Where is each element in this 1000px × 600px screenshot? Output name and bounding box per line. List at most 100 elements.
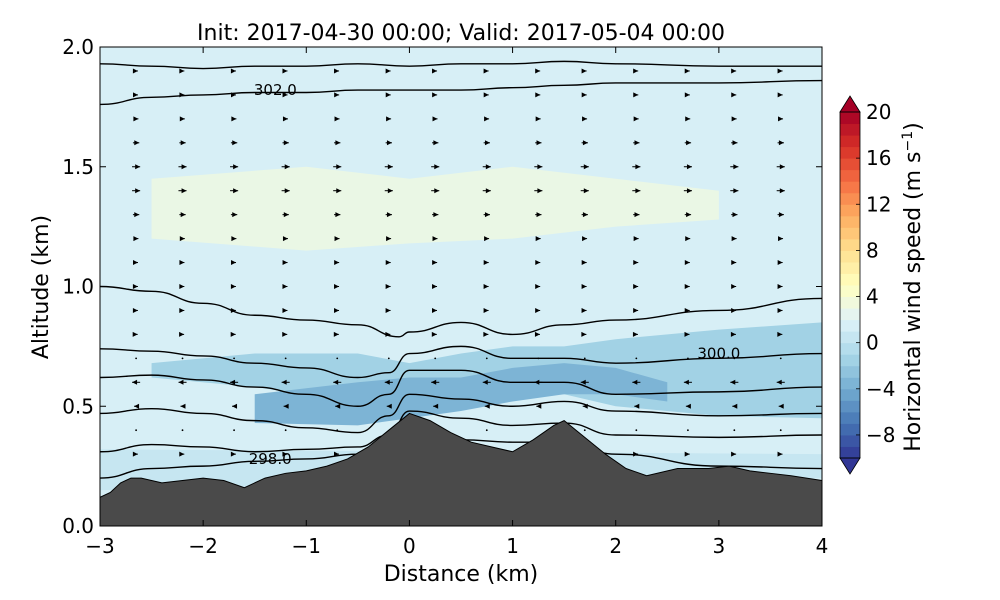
wind-arrow [582,403,588,409]
wind-arrow [633,307,639,313]
wind-arrow [485,429,488,432]
wind-arrow [484,116,490,122]
colorbar-label-close: ) [901,122,926,131]
wind-arrow [282,236,288,242]
wind-arrow [179,331,185,337]
wind-arrow [179,68,185,74]
wind-arrow [282,140,289,146]
wind-arrow [179,236,185,242]
colorbar-segment [840,446,860,459]
wind-arrow [230,379,239,385]
wind-arrow [179,284,185,289]
wind-arrow [777,451,783,457]
x-axis-label: Distance (km) [384,562,539,587]
y-tick-label: 1.0 [62,275,94,299]
wind-arrow [536,403,542,409]
wind-arrow [684,331,690,337]
colorbar-segment [840,331,860,344]
wind-arrow [282,92,288,98]
wind-arrow [581,284,587,289]
wind-arrow [776,164,785,170]
wind-arrow [535,260,541,266]
wind-arrow [133,260,139,266]
colorbar-tick-label: 8 [866,238,879,262]
contour-label: 302.0 [254,81,297,99]
colorbar-segment [840,169,860,182]
wind-arrow [633,260,639,266]
plot-area: 302.0 300.0 298.0 [100,47,822,526]
wind-arrow [684,212,692,218]
wind-arrow [684,92,690,98]
wind-arrow [732,403,738,409]
wind-arrow [777,307,783,313]
wind-arrow [685,116,691,122]
colorbar-segment [840,342,860,355]
wind-arrow [731,307,737,313]
wind-arrow [535,140,542,146]
wind-arrow [583,429,586,432]
colorbar-segment [840,388,860,401]
x-tick-label: −3 [85,534,114,558]
colorbar-segment [840,285,860,298]
wind-arrow [281,379,290,385]
wind-arrow [282,331,288,337]
wind-arrow [230,68,236,74]
x-tick-label: 4 [816,534,829,558]
terrain [100,412,822,526]
y-axis: 0.0 0.5 1.0 1.5 2.0 [62,35,822,538]
wind-arrow [730,331,736,337]
wind-arrow [230,188,239,194]
contour-label: 298.0 [249,450,292,468]
isentrope-line [100,60,822,70]
wind-speed-region [151,166,719,251]
colorbar-segment [840,365,860,378]
wind-arrow [633,140,640,146]
colorbar-segment [840,181,860,194]
wind-arrow [230,451,236,457]
wind-arrow [432,116,438,122]
colorbar-segment [840,411,860,424]
colorbar-segment [840,238,860,251]
wind-arrow [230,284,236,289]
wind-arrow [582,116,588,122]
wind-arrow [433,403,439,409]
wind-arrow [333,188,342,194]
wind-arrow [580,188,589,194]
wind-arrow [178,164,187,170]
wind-arrow [334,116,340,122]
wind-arrow [683,379,692,385]
wind-arrow [179,140,186,146]
wind-arrow [232,403,238,409]
wind-arrow [730,379,739,385]
wind-arrow [683,188,692,194]
wind-arrow [385,331,391,337]
wind-arrow [635,429,638,432]
wind-arrow [632,379,641,385]
wind-arrow [537,357,540,360]
wind-arrow [230,164,239,170]
wind-arrow [284,357,287,360]
wind-arrow [581,212,588,218]
wind-arrow [231,116,237,122]
wind-arrow [385,92,391,98]
y-tick-label: 2.0 [62,35,94,59]
colorbar-tick-label: 20 [866,100,891,124]
wind-arrow [134,403,140,409]
wind-arrow [484,236,490,242]
wind-arrow [179,307,185,313]
wind-arrow [132,379,141,385]
y-tick-label: 0.0 [62,514,94,538]
wind-arrow [132,164,141,170]
wind-arrow [687,357,689,360]
wind-arrow [685,403,691,409]
colorbar-segment [840,123,860,136]
wind-arrow [284,429,287,432]
wind-arrow [132,331,138,337]
wind-arrow [778,116,784,122]
wind-arrow [282,451,288,457]
wind-arrow [178,379,187,385]
colorbar-segment [840,273,860,286]
wind-arrow [684,307,690,313]
wind-arrow [731,140,738,146]
colorbar-frame [839,111,861,459]
